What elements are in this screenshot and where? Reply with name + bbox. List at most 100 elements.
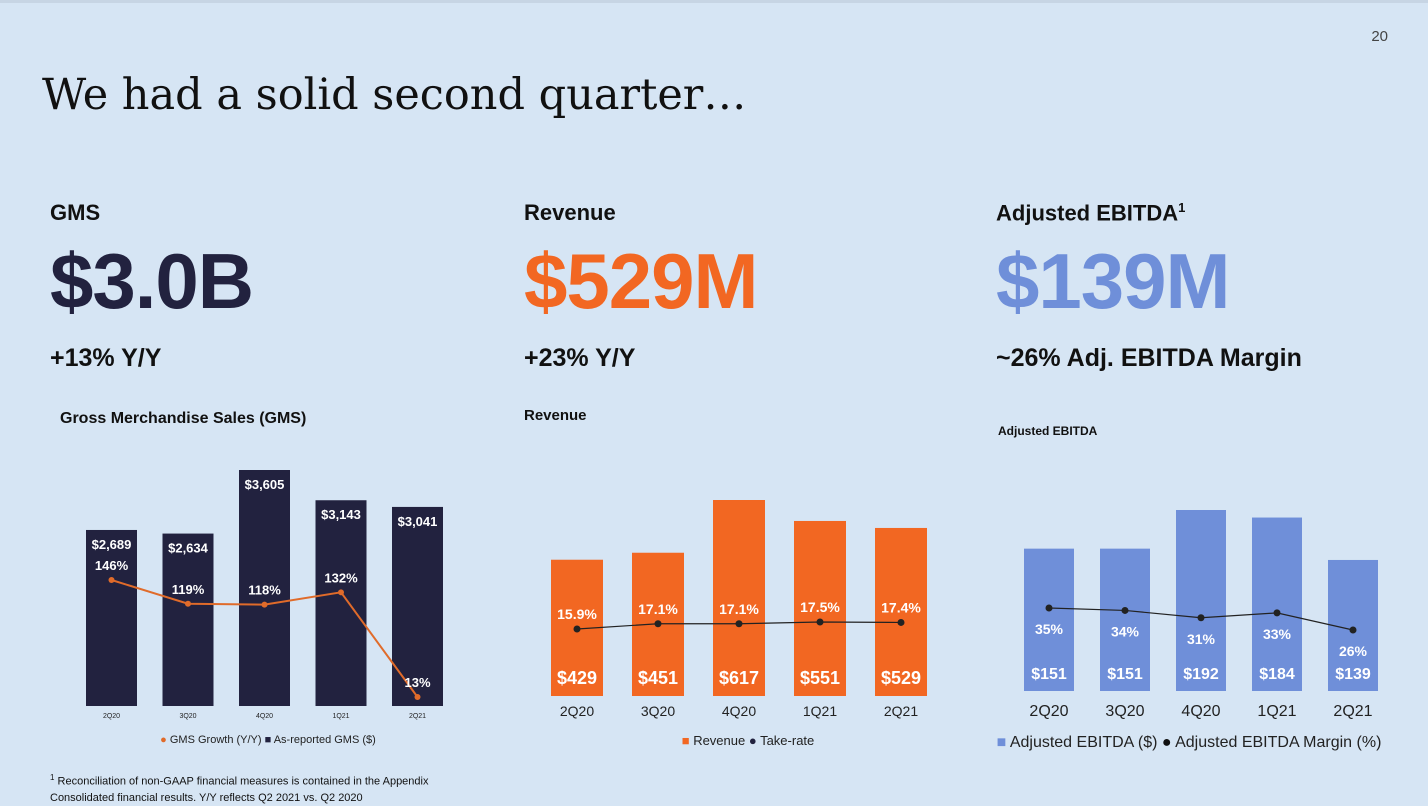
ebitda-chart-title: Adjusted EBITDA: [998, 424, 1098, 438]
ebitda-category-label-3Q20: 3Q20: [1105, 703, 1144, 720]
revenue-legend: ■ Revenue ● Take-rate: [682, 733, 815, 748]
gms-label: GMS: [50, 200, 101, 225]
revenue-value: $529M: [524, 237, 758, 325]
revenue-bar-label-1Q21: $551: [800, 668, 840, 688]
ebitda-change: ~26% Adj. EBITDA Margin: [996, 344, 1302, 372]
revenue-line-label-1Q21: 17.5%: [800, 599, 840, 615]
revenue-bar-1Q21: [794, 520, 846, 696]
revenue-line-point-2Q20: [573, 625, 581, 633]
footnote-line-2: Consolidated financial results. Y/Y refl…: [50, 791, 363, 804]
slide-title: We had a solid second quarter…: [42, 70, 747, 120]
gms-bar-2Q20: [86, 529, 137, 706]
top-divider: [0, 0, 1428, 3]
gms-category-label-1Q21: 1Q21: [332, 713, 349, 720]
footnote-line-1: 1 Reconciliation of non-GAAP financial m…: [50, 773, 429, 788]
revenue-legend-marker-1: ●: [745, 733, 760, 748]
revenue-bar-label-2Q21: $529: [881, 668, 921, 688]
gms-line-point-2Q21: [414, 694, 421, 700]
gms-bar-label-2Q20: $2,689: [92, 537, 132, 552]
gms-line-label-2Q20: 146%: [95, 558, 129, 573]
revenue-line-point-2Q21: [897, 618, 905, 626]
gms-line-label-2Q21: 13%: [404, 675, 430, 690]
revenue-bar-label-4Q20: $617: [719, 668, 759, 688]
ebitda-panel: Adjusted EBITDA1 $139M ~26% Adj. EBITDA …: [996, 0, 1416, 797]
ebitda-label: Adjusted EBITDA1: [996, 200, 1186, 226]
ebitda-label-footnote-marker: 1: [1178, 200, 1186, 215]
revenue-bar-label-2Q20: $429: [557, 668, 597, 688]
gms-bar-label-3Q20: $2,634: [168, 541, 209, 556]
page-number: 20: [1371, 28, 1388, 45]
gms-value: $3.0B: [50, 237, 254, 325]
ebitda-legend-label-1: Adjusted EBITDA Margin (%): [1175, 734, 1381, 751]
revenue-bar-2Q21: [875, 527, 927, 696]
ebitda-bar-3Q20: [1100, 548, 1150, 691]
revenue-change: +23% Y/Y: [524, 344, 636, 372]
revenue-label: Revenue: [524, 200, 616, 225]
ebitda-line-label-2Q21: 26%: [1339, 643, 1368, 659]
ebitda-bar-label-3Q20: $151: [1107, 666, 1143, 683]
gms-category-label-3Q20: 3Q20: [179, 713, 196, 720]
revenue-legend-marker-0: ■: [682, 733, 693, 748]
gms-legend-marker-0: ●: [160, 734, 170, 746]
gms-line-label-1Q21: 132%: [324, 570, 358, 585]
revenue-category-label-1Q21: 1Q21: [803, 703, 837, 719]
gms-category-label-2Q20: 2Q20: [103, 713, 120, 720]
revenue-line-point-1Q21: [816, 618, 824, 626]
gms-legend: ● GMS Growth (Y/Y) ■ As-reported GMS ($): [160, 734, 376, 746]
revenue-line-label-2Q21: 17.4%: [881, 599, 921, 615]
revenue-legend-label-0: Revenue: [693, 733, 745, 748]
revenue-category-label-2Q21: 2Q21: [884, 703, 918, 719]
revenue-category-label-2Q20: 2Q20: [560, 703, 594, 719]
gms-line-label-3Q20: 119%: [172, 582, 205, 597]
ebitda-value: $139M: [996, 237, 1230, 325]
ebitda-legend-marker-0: ■: [997, 734, 1010, 751]
gms-category-label-4Q20: 4Q20: [256, 713, 273, 720]
ebitda-legend: ■ Adjusted EBITDA ($) ● Adjusted EBITDA …: [997, 734, 1382, 751]
ebitda-line-point-2Q21: [1349, 626, 1357, 634]
ebitda-line-point-2Q20: [1045, 604, 1053, 612]
gms-bar-3Q20: [162, 533, 214, 706]
revenue-line-label-4Q20: 17.1%: [719, 601, 759, 617]
ebitda-bar-4Q20: [1176, 510, 1226, 691]
ebitda-bar-1Q21: [1252, 517, 1302, 691]
ebitda-category-label-2Q20: 2Q20: [1029, 703, 1068, 720]
ebitda-legend-label-0: Adjusted EBITDA ($): [1010, 734, 1158, 751]
ebitda-category-label-4Q20: 4Q20: [1181, 703, 1220, 720]
revenue-bar-label-3Q20: $451: [638, 668, 678, 688]
gms-category-label-2Q21: 2Q21: [409, 713, 426, 720]
gms-chart-title: Gross Merchandise Sales (GMS): [60, 410, 307, 427]
footnotes: 1 Reconciliation of non-GAAP financial m…: [50, 770, 428, 806]
gms-bar-1Q21: [315, 500, 367, 706]
ebitda-line-label-1Q21: 33%: [1263, 626, 1292, 642]
ebitda-line-point-4Q20: [1197, 614, 1205, 622]
revenue-panel: Revenue $529M +23% Y/Y Revenue: [524, 0, 964, 797]
revenue-legend-label-1: Take-rate: [760, 733, 814, 748]
ebitda-line-point-1Q21: [1273, 609, 1281, 617]
gms-line-point-4Q20: [261, 601, 268, 608]
gms-line-point-2Q20: [108, 577, 115, 583]
ebitda-category-label-2Q21: 2Q21: [1333, 703, 1372, 720]
gms-legend-marker-1: ■: [262, 734, 274, 746]
ebitda-line-label-3Q20: 34%: [1111, 623, 1140, 639]
revenue-line-label-3Q20: 17.1%: [638, 601, 678, 617]
revenue-bar-4Q20: [713, 500, 765, 696]
gms-panel: GMS $3.0B +13% Y/Y Gross Merchandise Sal…: [50, 0, 500, 797]
ebitda-bar-label-4Q20: $192: [1183, 666, 1219, 683]
ebitda-bar-2Q21: [1328, 559, 1378, 691]
ebitda-line-label-2Q20: 35%: [1035, 621, 1064, 637]
ebitda-bar-label-2Q20: $151: [1031, 666, 1067, 683]
ebitda-bar-2Q20: [1024, 548, 1074, 691]
gms-legend-label-1: As-reported GMS ($): [274, 734, 376, 746]
revenue-line-point-4Q20: [735, 620, 743, 628]
ebitda-line-point-3Q20: [1121, 606, 1129, 614]
gms-line-point-3Q20: [185, 600, 191, 607]
gms-bar-label-4Q20: $3,605: [245, 477, 285, 492]
revenue-line-label-2Q20: 15.9%: [557, 606, 597, 622]
gms-change: +13% Y/Y: [50, 344, 162, 372]
ebitda-legend-marker-1: ●: [1157, 734, 1175, 751]
revenue-chart-title: Revenue: [524, 407, 587, 424]
gms-bar-label-2Q21: $3,041: [398, 514, 438, 529]
revenue-line-point-3Q20: [654, 620, 662, 628]
gms-bar-label-1Q21: $3,143: [321, 507, 361, 522]
